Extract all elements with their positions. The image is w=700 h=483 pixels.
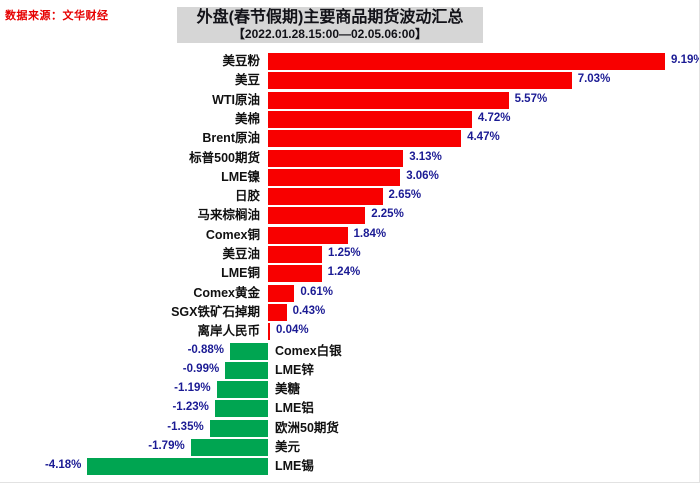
positive-bar xyxy=(268,323,270,341)
value-label: 3.06% xyxy=(406,169,439,182)
chart-row: LME铝 -1.23% xyxy=(0,400,699,418)
positive-bar xyxy=(268,130,462,148)
chart-row: 马来棕榈油 2.25% xyxy=(0,207,699,225)
category-label: LME铝 xyxy=(275,401,314,416)
category-label: WTI原油 xyxy=(212,92,260,107)
positive-bar xyxy=(268,110,472,128)
value-label: 1.24% xyxy=(327,266,361,279)
positive-bar xyxy=(268,246,322,263)
negative-bar xyxy=(225,361,268,379)
value-label: -1.19% xyxy=(174,382,211,395)
chart-row: 日胶 2.65% xyxy=(0,188,699,206)
positive-bar xyxy=(268,226,348,244)
category-label: 马来棕榈油 xyxy=(197,208,260,223)
chart-row: Comex黄金 0.61% xyxy=(0,284,699,302)
category-label: 美豆 xyxy=(234,73,260,88)
value-label: 1.84% xyxy=(353,227,387,240)
chart-row: 美豆粉 9.19% xyxy=(0,53,699,70)
positive-bar xyxy=(268,72,572,90)
chart-row: Comex白银 -0.88% xyxy=(0,342,699,360)
category-label: LME锌 xyxy=(275,362,314,377)
value-label: 0.43% xyxy=(292,304,326,317)
category-label: 离岸人民币 xyxy=(197,324,260,339)
category-label: 美元 xyxy=(275,440,301,454)
chart-row: 美元 -1.79% xyxy=(0,439,699,456)
category-label: 美豆油 xyxy=(222,247,260,261)
chart-row: 美豆 7.03% xyxy=(0,72,699,90)
value-label: 9.19% xyxy=(671,54,699,66)
positive-bar xyxy=(268,91,509,109)
negative-bar xyxy=(87,458,268,476)
value-label: -1.79% xyxy=(148,440,185,452)
value-label: 0.04% xyxy=(276,324,309,337)
chart-period-subtitle: 【2022.01.28.15:00—02.05.06:00】 xyxy=(232,27,428,41)
value-label: -0.88% xyxy=(187,343,224,356)
category-label: Comex白银 xyxy=(275,343,342,358)
positive-bar xyxy=(268,284,295,302)
chart-row: 美糖 -1.19% xyxy=(0,381,699,399)
positive-bar xyxy=(268,168,401,186)
positive-bar xyxy=(268,303,287,321)
chart-row: 美豆油 1.25% xyxy=(0,246,699,263)
category-label: Brent原油 xyxy=(202,131,260,146)
negative-bar xyxy=(190,439,268,456)
value-label: 5.57% xyxy=(514,92,548,105)
chart-row: 美棉 4.72% xyxy=(0,110,699,128)
category-label: LME铜 xyxy=(221,266,260,281)
category-label: 美糖 xyxy=(275,382,301,397)
chart-row: 离岸人民币 0.04% xyxy=(0,323,699,341)
negative-bar xyxy=(209,419,268,437)
category-label: 美棉 xyxy=(234,111,260,126)
value-label: 2.65% xyxy=(388,189,422,202)
positive-bar xyxy=(268,207,366,225)
category-label: LME镍 xyxy=(221,169,260,184)
category-label: Comex铜 xyxy=(205,227,260,242)
value-label: -1.35% xyxy=(167,420,204,433)
category-label: Comex黄金 xyxy=(193,285,260,300)
negative-bar xyxy=(214,400,268,418)
data-source-label: 数据来源：文华财经 xyxy=(5,10,109,22)
chart-row: LME镍 3.06% xyxy=(0,168,699,186)
chart-title: 外盘(春节假期)主要商品期货波动汇总 xyxy=(196,9,464,26)
category-label: 欧洲50期货 xyxy=(275,420,339,435)
value-label: -1.23% xyxy=(172,401,209,414)
chart-row: WTI原油 5.57% xyxy=(0,91,699,109)
value-label: 4.72% xyxy=(477,111,511,124)
category-label: 美豆粉 xyxy=(222,54,260,68)
chart-row: LME锌 -0.99% xyxy=(0,361,699,379)
title-box: 外盘(春节假期)主要商品期货波动汇总 【2022.01.28.15:00—02.… xyxy=(177,7,483,43)
chart-row: 欧洲50期货 -1.35% xyxy=(0,419,699,437)
category-label: 日胶 xyxy=(234,189,260,204)
chart-row: Brent原油 4.47% xyxy=(0,130,699,148)
value-label: 2.25% xyxy=(371,208,404,221)
positive-bar xyxy=(268,53,665,70)
value-label: 4.47% xyxy=(467,131,500,144)
category-label: LME锡 xyxy=(275,459,314,474)
value-label: 7.03% xyxy=(577,73,611,86)
positive-bar xyxy=(268,149,404,167)
value-label: -0.99% xyxy=(182,362,220,375)
positive-bar xyxy=(268,188,383,206)
category-label: 标普500期货 xyxy=(189,150,260,165)
value-label: 3.13% xyxy=(409,150,442,163)
value-label: -4.18% xyxy=(44,459,82,472)
chart-row: LME铜 1.24% xyxy=(0,265,699,283)
chart-row: Comex铜 1.84% xyxy=(0,226,699,244)
category-label: SGX铁矿石掉期 xyxy=(171,304,260,319)
value-label: 0.61% xyxy=(300,285,333,298)
value-label: 1.25% xyxy=(328,247,361,259)
chart-row: LME锡 -4.18% xyxy=(0,458,699,476)
positive-bar xyxy=(268,265,322,283)
negative-bar xyxy=(216,381,268,399)
negative-bar xyxy=(230,342,268,360)
chart-row: SGX铁矿石掉期 0.43% xyxy=(0,303,699,321)
chart-row: 标普500期货 3.13% xyxy=(0,149,699,167)
